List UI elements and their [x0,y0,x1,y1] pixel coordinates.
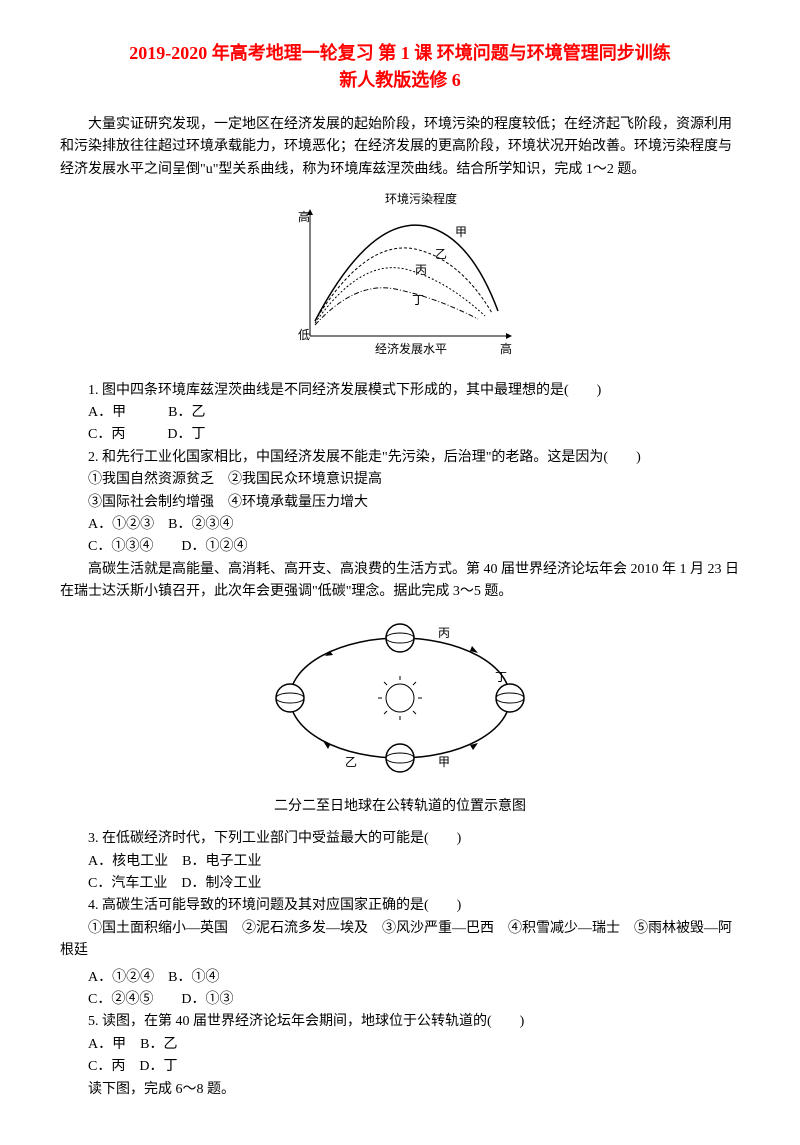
question-3: 3. 在低碳经济时代，下列工业部门中受益最大的可能是( ) [60,828,740,850]
q3-opt-c: C．汽车工业 [88,876,167,891]
chart1-y-high: 高 [298,209,310,224]
title-line-1: 2019-2020 年高考地理一轮复习 第 1 课 环境问题与环境管理同步训练 [60,40,740,67]
orbit-ding: 丁 [495,670,507,684]
q5-opt-d: D．丁 [139,1059,177,1074]
q2-opt-d: D．①②④ [181,539,247,554]
q2-opt-b: B．②③④ [168,517,233,532]
orbit-yi: 乙 [345,755,357,769]
q1-opt-d: D．丁 [167,427,205,442]
intro-text: 大量实证研究发现，一定地区在经济发展的起始阶段，环境污染的程度较低；在经济起飞阶… [60,114,740,181]
chart1-y-label: 环境污染程度 [385,191,457,206]
q2-options-line1: A．①②③ B．②③④ [60,514,740,536]
chart1-y-low: 低 [298,328,310,342]
curve-jia: 甲 [455,225,467,239]
q1-opt-a: A．甲 [88,405,126,420]
question-5: 5. 读图，在第 40 届世界经济论坛年会期间，地球位于公转轨道的( ) [60,1011,740,1033]
kuznets-curve-chart: 环境污染程度 高 甲 乙 丙 丁 低 经济发展水平 高 [270,191,530,361]
q1-options-line1: A．甲 B．乙 [60,402,740,424]
q4-opt-d: D．①③ [181,992,233,1007]
q4-options-line1: A．①②④ B．①④ [60,967,740,989]
title-line-2: 新人教版选修 6 [60,67,740,94]
chart2-caption: 二分二至日地球在公转轨道的位置示意图 [60,796,740,818]
orbit-bing: 丙 [438,626,450,640]
question-2: 2. 和先行工业化国家相比，中国经济发展不能走"先污染，后治理"的老路。这是因为… [60,447,740,469]
q5-options-line2: C．丙 D．丁 [60,1056,740,1078]
curve-yi: 乙 [435,247,447,261]
q5-opt-b: B．乙 [140,1037,177,1052]
q3-opt-d: D．制冷工业 [181,876,261,891]
question-1: 1. 图中四条环境库兹涅茨曲线是不同经济发展模式下形成的，其中最理想的是( ) [60,380,740,402]
q3-options-line2: C．汽车工业 D．制冷工业 [60,873,740,895]
chart1-container: 环境污染程度 高 甲 乙 丙 丁 低 经济发展水平 高 [60,191,740,369]
chart1-x-high: 高 [500,341,512,356]
q3-opt-a: A．核电工业 [88,854,168,869]
q5-opt-c: C．丙 [88,1059,125,1074]
q5-opt-a: A．甲 [88,1037,126,1052]
q4-options-line2: C．②④⑤ D．①③ [60,989,740,1011]
q4-opt-b: B．①④ [168,970,219,985]
q2-opt-a: A．①②③ [88,517,154,532]
q3-options-line1: A．核电工业 B．电子工业 [60,851,740,873]
q2-items-line2: ③国际社会制约增强 ④环境承载量压力增大 [60,492,740,514]
q4-opt-a: A．①②④ [88,970,154,985]
q1-opt-c: C．丙 [88,427,125,442]
q3-opt-b: B．电子工业 [182,854,261,869]
orbit-diagram: 丙 丁 甲 乙 [270,613,530,783]
q1-options-line2: C．丙 D．丁 [60,424,740,446]
chart2-container: 丙 丁 甲 乙 二分二至日地球在公转轨道的位置示意图 [60,613,740,818]
q4-opt-c: C．②④⑤ [88,992,153,1007]
q1-opt-b: B．乙 [168,405,205,420]
q2-items-line1: ①我国自然资源贫乏 ②我国民众环境意识提高 [60,469,740,491]
q2-options-line2: C．①③④ D．①②④ [60,536,740,558]
curve-bing: 丙 [415,263,427,277]
q2-opt-c: C．①③④ [88,539,153,554]
intro-2: 高碳生活就是高能量、高消耗、高开支、高浪费的生活方式。第 40 届世界经济论坛年… [60,559,740,604]
orbit-jia: 甲 [438,755,450,769]
curve-ding: 丁 [412,293,424,307]
q5-options-line1: A．甲 B．乙 [60,1034,740,1056]
question-4: 4. 高碳生活可能导致的环境问题及其对应国家正确的是( ) [60,895,740,917]
q4-items: ①国土面积缩小—英国 ②泥石流多发—埃及 ③风沙严重—巴西 ④积雪减少—瑞士 ⑤… [60,918,740,963]
chart1-x-label: 经济发展水平 [375,341,447,356]
intro-3: 读下图，完成 6～8 题。 [60,1079,740,1101]
